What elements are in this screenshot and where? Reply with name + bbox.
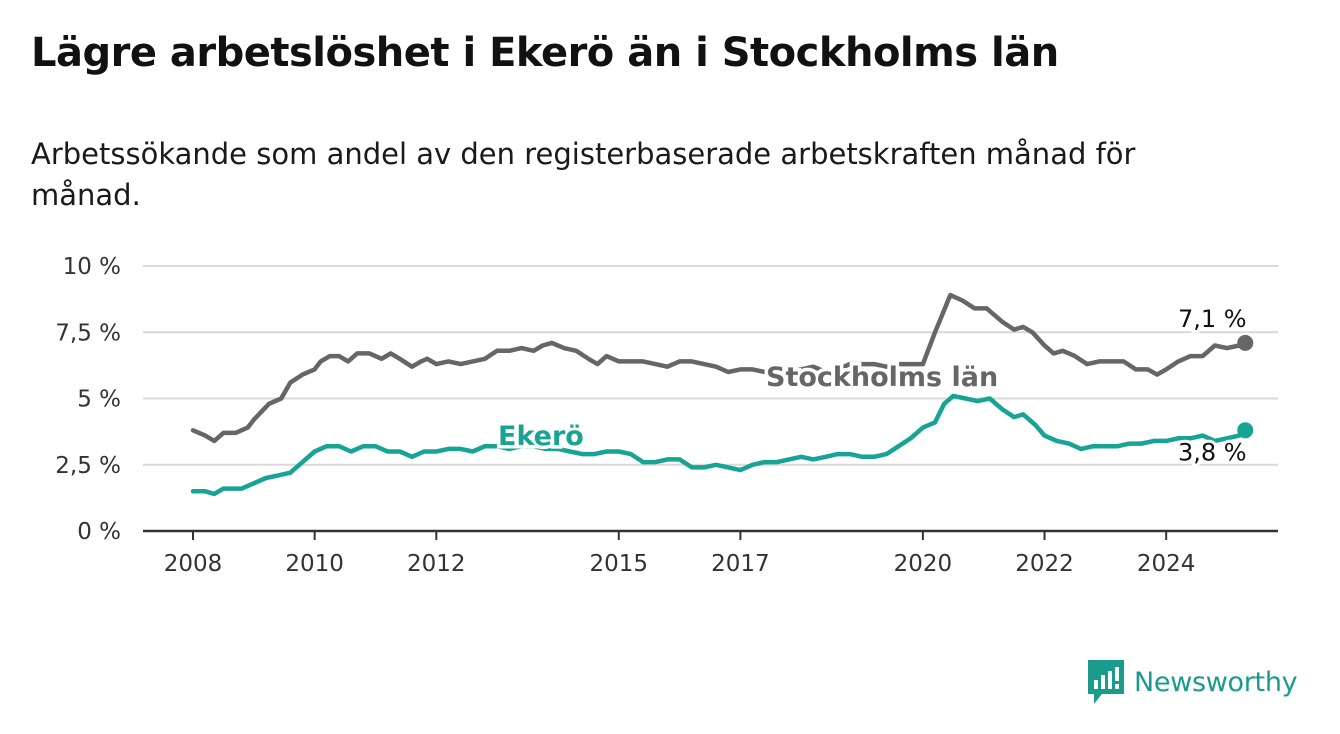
y-tick-label: 7,5 % (55, 320, 121, 346)
x-tick-label: 2012 (407, 551, 466, 577)
x-tick-label: 2010 (285, 551, 344, 577)
y-tick-label: 5 % (77, 387, 121, 413)
y-tick-label: 10 % (63, 254, 121, 280)
y-tick-label: 0 % (77, 519, 121, 545)
brand-logo: Newsworthy (1088, 660, 1298, 704)
x-tick-label: 2024 (1137, 551, 1196, 577)
y-tick-label: 2,5 % (55, 453, 121, 479)
x-tick-label: 2015 (589, 551, 648, 577)
series-line-1 (190, 393, 1248, 497)
series-name-label: Ekerö (498, 421, 584, 452)
series-end-point (1237, 334, 1254, 351)
chart-title: Lägre arbetslöshet i Ekerö än i Stockhol… (31, 30, 1059, 76)
chart-subtitle: Arbetssökande som andel av den registerb… (31, 137, 1136, 212)
series-end-label: 7,1 % (1178, 305, 1247, 333)
series-end-point (1237, 422, 1254, 439)
x-tick-label: 2008 (164, 551, 223, 577)
newsworthy-logo-icon (1088, 660, 1124, 704)
x-tick-label: 2017 (711, 551, 770, 577)
x-tick-label: 2020 (894, 551, 953, 577)
series-end-label: 3,8 % (1178, 438, 1247, 466)
brand-name: Newsworthy (1134, 666, 1298, 698)
series-line-0 (190, 292, 1248, 444)
series-name-label: Stockholms län (766, 362, 998, 393)
x-tick-label: 2022 (1015, 551, 1074, 577)
